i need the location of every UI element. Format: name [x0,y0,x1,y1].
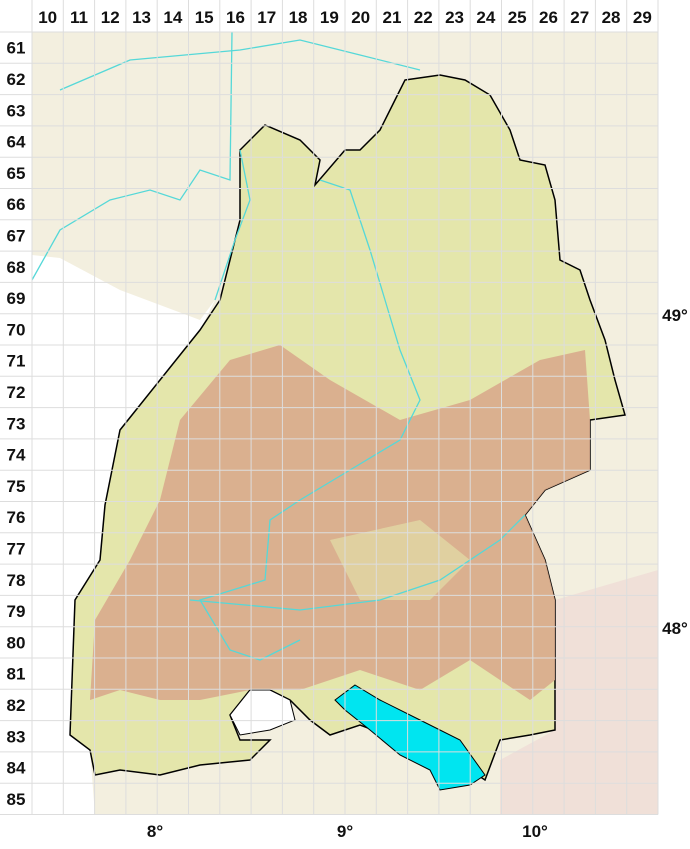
column-label: 11 [70,8,88,27]
upland-relief [90,345,590,700]
row-label: 69 [7,289,26,308]
row-label: 66 [7,195,26,214]
column-label: 16 [226,8,245,27]
map-area [0,0,659,815]
column-label: 27 [570,8,589,27]
latitude-label-49: 49° [662,306,688,325]
row-label: 80 [7,633,26,652]
latitude-label-48: 48° [662,619,688,638]
column-label: 17 [257,8,276,27]
column-label: 25 [508,8,527,27]
row-label: 65 [7,164,26,183]
row-label: 72 [7,383,26,402]
row-label: 64 [7,133,26,152]
row-label: 68 [7,258,26,277]
row-label: 75 [7,477,26,496]
france-area [32,255,215,815]
river-main-north [59,39,421,91]
column-label: 12 [101,8,120,27]
row-label: 70 [7,320,26,339]
row-label: 73 [7,414,26,433]
river-danube [189,514,526,611]
row-label: 81 [7,665,26,684]
column-label: 13 [132,8,151,27]
row-label: 84 [7,759,26,778]
longitude-label-9: 9° [337,822,353,841]
row-label: 61 [7,39,26,58]
row-label: 76 [7,508,26,527]
column-label: 14 [163,8,182,27]
row-label: 85 [7,790,26,809]
row-label: 74 [7,446,26,465]
bavaria-alps-area [500,570,658,815]
row-label: 62 [7,70,26,89]
column-label: 26 [539,8,558,27]
column-label: 19 [320,8,339,27]
row-labels: 61 62 63 64 65 66 67 68 69 70 71 72 73 74 75 76 77 78 79 80… [7,39,26,809]
column-label: 29 [633,8,652,27]
river-main [31,31,233,281]
column-label: 21 [382,8,401,27]
column-label: 28 [602,8,621,27]
longitude-label-8: 8° [147,822,163,841]
row-label: 78 [7,571,26,590]
column-labels: 10 11 12 13 14 15 16 17 18 19 20 21 22 23 24 25 26 27 28 29 [38,8,652,27]
column-label: 20 [351,8,370,27]
row-label: 79 [7,602,26,621]
row-label: 82 [7,696,26,715]
row-label: 83 [7,727,26,746]
valley-relief [330,520,470,600]
longitude-label-10: 10° [522,822,548,841]
row-label: 77 [7,539,26,558]
column-label: 23 [445,8,464,27]
row-label: 63 [7,101,26,120]
column-label: 22 [414,8,433,27]
column-label: 10 [38,8,57,27]
column-label: 24 [476,8,495,27]
row-label: 67 [7,226,26,245]
row-label: 71 [7,352,26,371]
grid-lines [0,0,659,815]
column-label: 18 [289,8,308,27]
column-label: 15 [195,8,214,27]
